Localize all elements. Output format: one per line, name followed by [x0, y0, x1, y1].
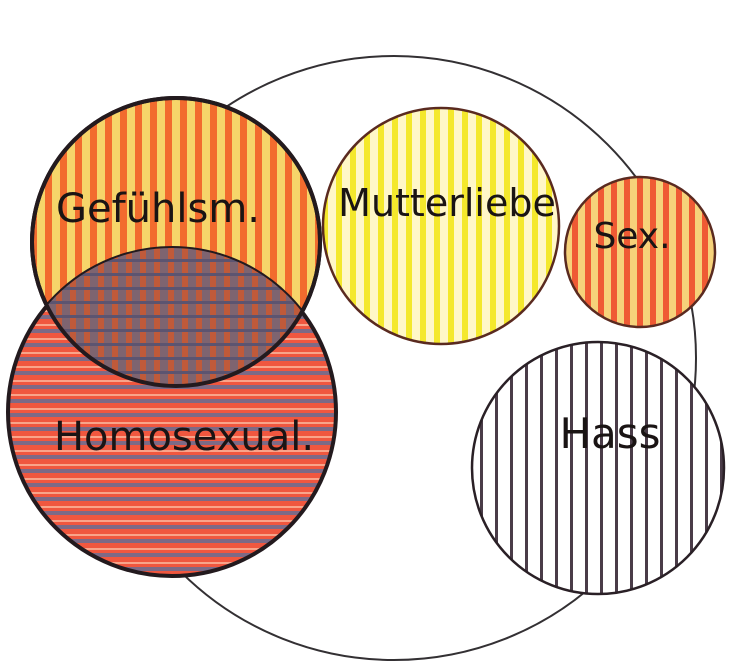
label-mutter: Mutterliebe [338, 181, 556, 225]
circle-hass [470, 340, 726, 596]
circle-gefuehl-outline [30, 96, 322, 388]
circle-sex [563, 175, 717, 329]
label-homo: Homosexual. [54, 414, 314, 460]
label-sex: Sex. [593, 216, 670, 257]
circle-mutter [321, 106, 561, 346]
label-hass: Hass [559, 409, 660, 458]
circle-overlap [32, 248, 320, 386]
label-gefuehl: Gefühlsm. [56, 186, 260, 232]
